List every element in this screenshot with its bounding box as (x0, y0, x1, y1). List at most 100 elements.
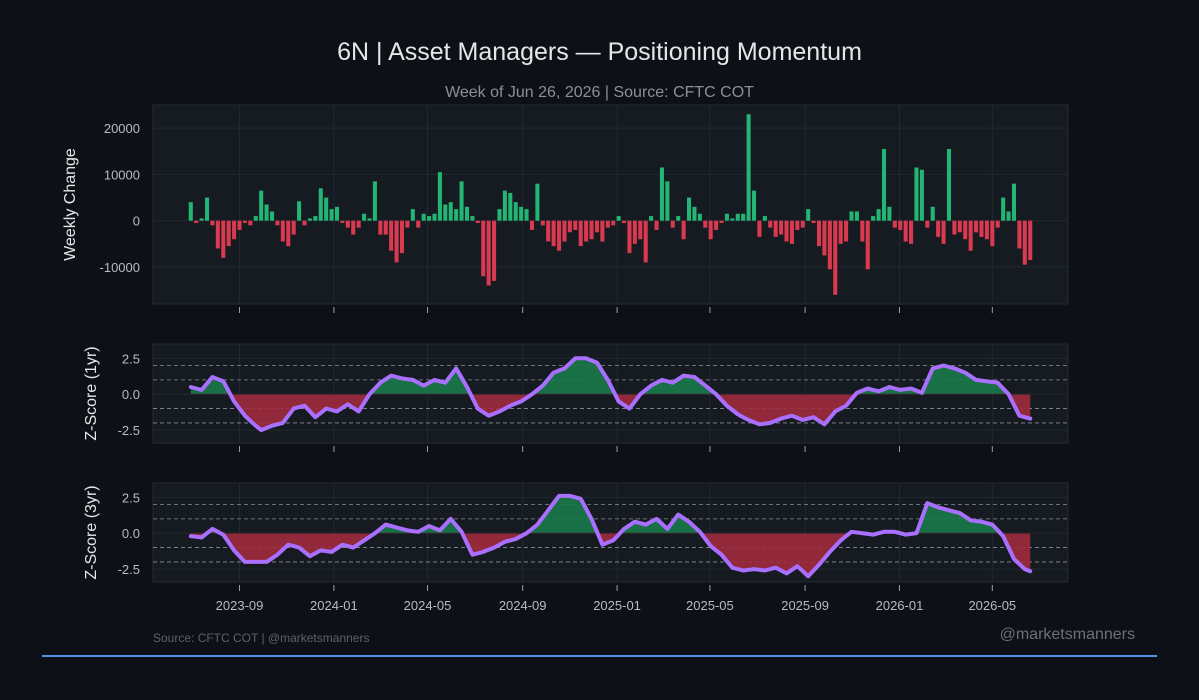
bar (919, 169, 924, 221)
bar (643, 220, 648, 263)
bar (470, 216, 475, 221)
bar (437, 172, 442, 221)
bar (557, 220, 562, 251)
bar (551, 220, 556, 247)
y-tick-label: -2.5 (118, 423, 140, 438)
bar (253, 216, 258, 221)
footer-source: Source: CFTC COT | @marketsmanners (153, 631, 370, 645)
bar (622, 220, 627, 224)
bar (670, 220, 675, 228)
panel-2: 2.5 0.0 -2.5 Z-Score (1yr) (83, 343, 1069, 452)
bar (389, 220, 394, 251)
y-tick-label: -2.5 (118, 562, 140, 577)
bar (800, 220, 805, 228)
zscore-line (188, 493, 1033, 579)
chart-subtitle: Week of Jun 26, 2026 | Source: CFTC COT (445, 84, 754, 101)
bar (329, 209, 334, 221)
bar (313, 216, 318, 221)
x-tick-label: 2024-05 (404, 598, 452, 613)
bar (334, 206, 340, 221)
bar (259, 190, 264, 221)
bar (248, 220, 253, 226)
bar (681, 220, 686, 240)
bar (724, 213, 729, 221)
bar (768, 220, 773, 228)
panel-background (152, 104, 1069, 305)
bar (410, 209, 415, 221)
bar (1017, 220, 1022, 249)
bar (567, 220, 572, 233)
bar (210, 220, 215, 226)
bar (930, 206, 935, 221)
bar (1011, 183, 1017, 221)
y-axis-label: Z-Score (3yr) (83, 485, 100, 579)
y-axis-label: Weekly Change (62, 148, 79, 261)
bar (708, 220, 713, 240)
bar (773, 220, 778, 237)
bar (746, 114, 751, 221)
bar (573, 220, 578, 230)
bar (789, 220, 794, 244)
bar (199, 218, 204, 221)
bar (508, 192, 513, 221)
bar (627, 220, 632, 254)
bar (378, 220, 383, 235)
positive-area (207, 495, 1001, 534)
bar (659, 167, 664, 221)
zscore-line (188, 356, 1033, 433)
bar (399, 220, 405, 254)
bar (784, 220, 789, 242)
bar (562, 220, 567, 242)
bar (995, 220, 1000, 228)
bar (443, 204, 448, 221)
bar (730, 218, 735, 221)
bar (286, 220, 291, 247)
bar (968, 220, 973, 251)
bar (963, 220, 968, 240)
bar (751, 190, 757, 221)
bar (519, 206, 524, 221)
bar (697, 213, 702, 221)
bar (221, 220, 226, 258)
bar (871, 216, 876, 221)
bar (957, 220, 962, 233)
x-tick-label: 2025-09 (781, 598, 829, 613)
bar (589, 220, 594, 240)
bar (291, 220, 296, 235)
y-tick-label: 0.0 (122, 387, 140, 402)
bar (844, 220, 849, 242)
bar (351, 220, 356, 235)
bar (584, 220, 589, 242)
bar (1028, 220, 1033, 261)
bar (881, 148, 887, 221)
bar (540, 220, 545, 226)
bar (757, 220, 762, 237)
y-tick-label: 10000 (104, 167, 140, 182)
bar (1001, 197, 1006, 221)
bar (676, 216, 681, 221)
x-tick-label: 2023-09 (216, 598, 264, 613)
bar (795, 220, 800, 230)
bar (481, 220, 486, 277)
panel-3: 2.5 0.0 -2.5 Z-Score (3yr) 2023-09 2024-01 202… (83, 482, 1069, 613)
y-tick-label: 2.5 (122, 351, 140, 366)
bar (269, 211, 275, 221)
bar (714, 220, 719, 230)
bar (719, 220, 724, 224)
bar (990, 220, 995, 247)
bar (594, 220, 599, 233)
bar (188, 202, 193, 221)
y-tick-label: 20000 (104, 121, 140, 136)
bar (838, 220, 843, 244)
bar (887, 206, 892, 221)
bar (833, 220, 838, 295)
bar (616, 216, 621, 221)
bar (324, 197, 329, 221)
bar (605, 220, 610, 228)
bar (762, 216, 767, 221)
x-tick-label: 2025-01 (593, 598, 641, 613)
bar (632, 220, 637, 244)
bar (280, 220, 285, 242)
bar (432, 213, 437, 221)
